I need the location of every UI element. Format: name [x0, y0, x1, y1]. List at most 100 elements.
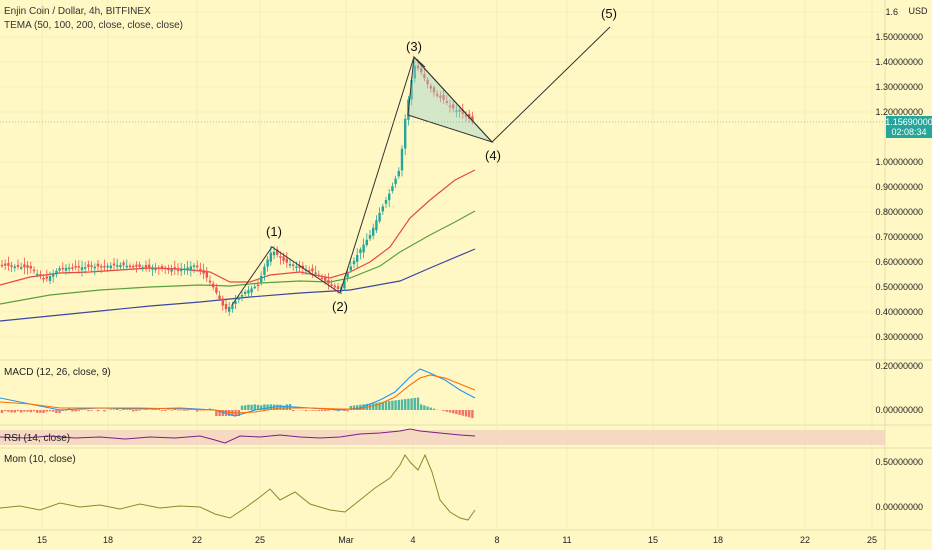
candle-body	[452, 104, 455, 109]
macd-bar	[346, 410, 349, 412]
last-price: 1.15690000	[885, 117, 932, 127]
macd-bar	[23, 410, 26, 412]
candle-body	[394, 178, 397, 185]
time-tick-label: 25	[255, 535, 265, 545]
candle-body	[352, 260, 356, 265]
macd-bar	[48, 410, 52, 412]
candle-body	[404, 118, 407, 149]
macd-bar	[116, 408, 119, 410]
macd-bar	[420, 404, 423, 410]
macd-bar	[260, 405, 263, 410]
macd-bar	[404, 399, 407, 410]
rsi-title[interactable]: RSI (14, close)	[4, 433, 70, 444]
price-unit: USD	[908, 6, 928, 16]
candle-body	[160, 266, 164, 269]
macd-bar	[173, 409, 176, 410]
candle-body	[423, 73, 426, 79]
macd-bar	[349, 405, 352, 410]
candle-body	[55, 270, 58, 275]
candle-body	[29, 265, 32, 269]
macd-bar	[276, 404, 279, 410]
macd-tick-label: 0.00000000	[875, 405, 923, 415]
macd-bar	[186, 410, 189, 411]
candle-body	[52, 273, 55, 277]
candle-body	[74, 266, 77, 268]
mom-title[interactable]: Mom (10, close)	[4, 454, 76, 465]
tema-legend[interactable]: TEMA (50, 100, 200, close, close, close)	[4, 20, 183, 31]
macd-bar	[327, 410, 330, 411]
time-tick-label: 15	[37, 535, 47, 545]
macd-bar	[170, 410, 173, 411]
macd-bar	[285, 404, 288, 410]
candle-body	[13, 266, 16, 268]
candle-body	[346, 273, 349, 278]
macd-bar	[4, 410, 7, 412]
tema-100-line	[0, 210, 476, 305]
candle-body	[445, 100, 448, 103]
macd-bar	[218, 410, 221, 416]
macd-title[interactable]: MACD (12, 26, close, 9)	[4, 367, 111, 378]
macd-bar	[132, 410, 135, 412]
wave-label-1: (1)	[266, 224, 282, 239]
candle-body	[436, 93, 439, 96]
candle-body	[183, 268, 186, 271]
macd-bar	[416, 397, 420, 410]
macd-bar	[455, 410, 458, 415]
macd-bar	[122, 408, 125, 410]
macd-bar	[157, 408, 160, 410]
candle-body	[218, 295, 221, 300]
candle-body	[132, 265, 135, 268]
candle-body	[103, 265, 106, 268]
candle-body	[295, 266, 298, 269]
macd-bar	[13, 410, 16, 413]
macd-bar	[372, 403, 375, 410]
candle-body	[39, 274, 42, 277]
macd-bar	[119, 410, 122, 411]
macd-bar	[144, 409, 148, 410]
price-tick-label: 1.6	[885, 7, 898, 17]
wedge-top-edge	[413, 56, 426, 68]
macd-bar	[151, 409, 154, 410]
macd-bar	[202, 410, 205, 411]
candle-body	[471, 116, 474, 122]
candle-body	[109, 265, 112, 269]
candle-body	[71, 267, 74, 269]
candle-body	[244, 291, 247, 294]
candle-body	[324, 276, 327, 281]
candle-body	[349, 266, 352, 271]
price-tick-label: 1.00000000	[875, 157, 923, 167]
candle-body	[234, 301, 237, 305]
candle-body	[90, 265, 93, 267]
momentum-line	[0, 453, 476, 521]
macd-bar	[461, 410, 464, 416]
macd-bar	[16, 410, 20, 412]
macd-bar	[448, 410, 452, 413]
candle-body	[420, 68, 423, 73]
macd-bar	[352, 405, 356, 410]
macd-bar	[58, 410, 61, 413]
macd-bar	[292, 410, 295, 412]
macd-bar	[154, 408, 157, 410]
candle-body	[359, 249, 362, 254]
candle-body	[189, 266, 192, 271]
candle-body	[426, 79, 429, 85]
macd-bar	[103, 410, 106, 412]
candle-body	[96, 263, 100, 267]
macd-bar	[452, 410, 455, 414]
candle-body	[205, 270, 208, 278]
candle-body	[154, 268, 157, 270]
candle-body	[100, 266, 103, 268]
macd-bar	[407, 398, 410, 410]
price-axis[interactable]: 1.6 1.50000000 1.40000000 1.30000000 1.20000…	[875, 7, 923, 342]
candle-body	[192, 265, 196, 267]
symbol-title[interactable]: Enjin Coin / Dollar, 4h, BITFINEX	[4, 6, 151, 17]
time-axis[interactable]: 15 18 22 25 Mar 4 8 11 15 18 22 25	[37, 535, 877, 545]
candle-body	[224, 303, 228, 310]
candle-body	[26, 265, 29, 268]
macd-bar	[240, 405, 244, 410]
macd-bar	[442, 410, 445, 411]
candle-body	[36, 273, 39, 276]
candle-body	[135, 264, 138, 267]
macd-tick-label: 0.20000000	[875, 361, 923, 371]
